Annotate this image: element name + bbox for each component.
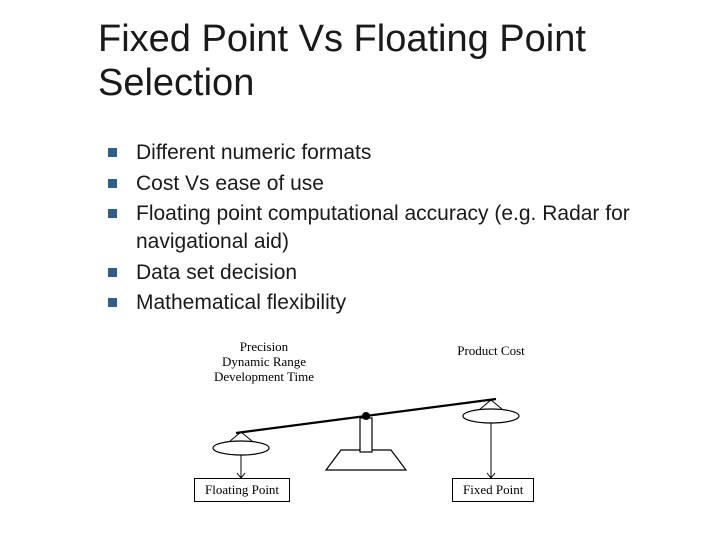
left-box-floating-point: Floating Point bbox=[194, 478, 290, 502]
list-item: Mathematical flexibility bbox=[108, 289, 680, 317]
right-scale-label: Product Cost bbox=[446, 344, 536, 359]
label-dev-time: Development Time bbox=[204, 370, 324, 385]
list-item: Floating point computational accuracy (e… bbox=[108, 200, 680, 257]
page-title: Fixed Point Vs Floating Point Selection bbox=[98, 18, 680, 105]
label-precision: Precision bbox=[204, 340, 324, 355]
list-item: Cost Vs ease of use bbox=[108, 170, 680, 198]
balance-scale-diagram: Precision Dynamic Range Development Time… bbox=[176, 340, 556, 510]
list-item: Data set decision bbox=[108, 259, 680, 287]
bullet-list: Different numeric formats Cost Vs ease o… bbox=[108, 139, 680, 317]
label-dynamic-range: Dynamic Range bbox=[204, 355, 324, 370]
list-item: Different numeric formats bbox=[108, 139, 680, 167]
left-scale-labels: Precision Dynamic Range Development Time bbox=[204, 340, 324, 385]
right-box-fixed-point: Fixed Point bbox=[452, 478, 534, 502]
